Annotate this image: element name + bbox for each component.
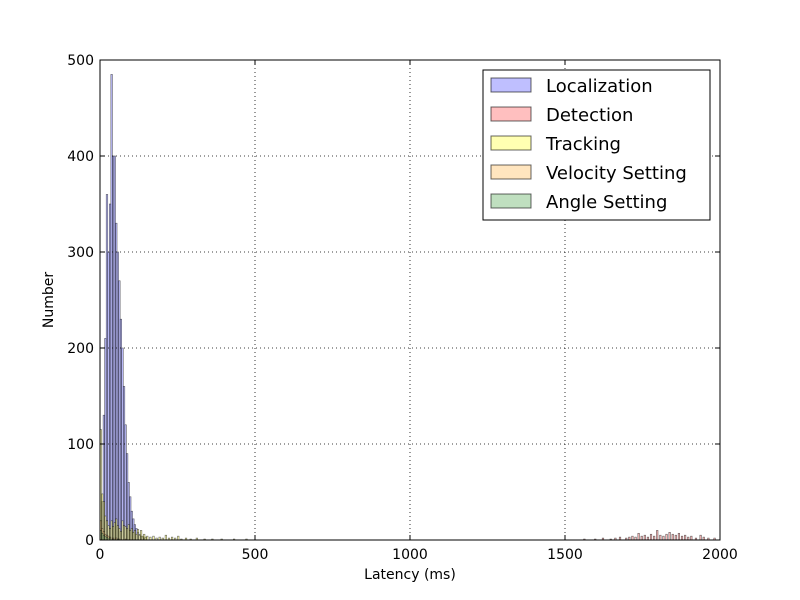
bar-detection	[690, 535, 693, 541]
legend-swatch	[490, 193, 532, 209]
bar-detection	[631, 535, 634, 541]
y-tick-label: 500	[67, 53, 94, 69]
bar-detection	[684, 534, 687, 541]
bar-detection	[699, 534, 702, 541]
bar-tracking	[152, 535, 155, 541]
bar-detection	[665, 533, 668, 541]
bar-detection	[668, 532, 671, 541]
bar-tracking	[146, 535, 149, 541]
axis-ticks	[99, 59, 721, 541]
bar-detection	[653, 535, 656, 541]
bar-detection	[677, 532, 681, 541]
bar-tracking	[164, 534, 167, 541]
bar-detection	[649, 533, 653, 541]
legend-entry-detection: Detection	[490, 105, 633, 126]
bar-detection	[640, 535, 643, 541]
legend-label: Detection	[546, 105, 633, 126]
bar-detection	[643, 534, 646, 541]
legend-swatch	[490, 77, 532, 93]
bar-detection	[680, 535, 684, 541]
bar-detection	[662, 535, 665, 541]
x-tick-label: 2000	[702, 547, 738, 563]
legend-entry-velocity-setting: Velocity Setting	[490, 163, 687, 184]
bar-detection	[656, 530, 659, 541]
legend-swatch	[490, 164, 532, 180]
legend-entries: Localization Detection Tracking Velocity Se…	[490, 76, 687, 213]
legend-label: Tracking	[545, 134, 621, 155]
y-tick-label: 200	[67, 341, 94, 357]
tick-labels: 0 500 1000 1500 2000 0 100 200 300 400 500	[67, 53, 738, 563]
y-tick-label: 0	[85, 533, 94, 549]
bar-detection	[659, 534, 662, 541]
legend-swatch	[490, 106, 532, 122]
y-tick-label: 400	[67, 149, 94, 165]
legend-label: Angle Setting	[546, 192, 667, 213]
x-axis-label: Latency (ms)	[364, 567, 456, 583]
legend-label: Localization	[546, 76, 653, 97]
legend-swatch	[490, 135, 532, 151]
bar-detection	[674, 534, 677, 541]
legend-label: Velocity Setting	[546, 163, 687, 184]
bar-tracking	[177, 535, 180, 541]
bar-detection	[637, 532, 640, 541]
x-tick-label: 0	[96, 547, 105, 563]
x-tick-label: 500	[242, 547, 269, 563]
y-tick-label: 100	[67, 437, 94, 453]
legend-entry-localization: Localization	[490, 76, 653, 97]
x-tick-label: 1000	[392, 547, 428, 563]
bar-detection	[671, 533, 674, 541]
legend-entry-tracking: Tracking	[490, 134, 621, 155]
legend-entry-angle-setting: Angle Setting	[490, 192, 667, 213]
x-tick-label: 1500	[547, 547, 583, 563]
y-tick-label: 300	[67, 245, 94, 261]
y-axis-label: Number	[41, 272, 57, 328]
legend: Localization Detection Tracking Velocity Se…	[482, 69, 711, 221]
